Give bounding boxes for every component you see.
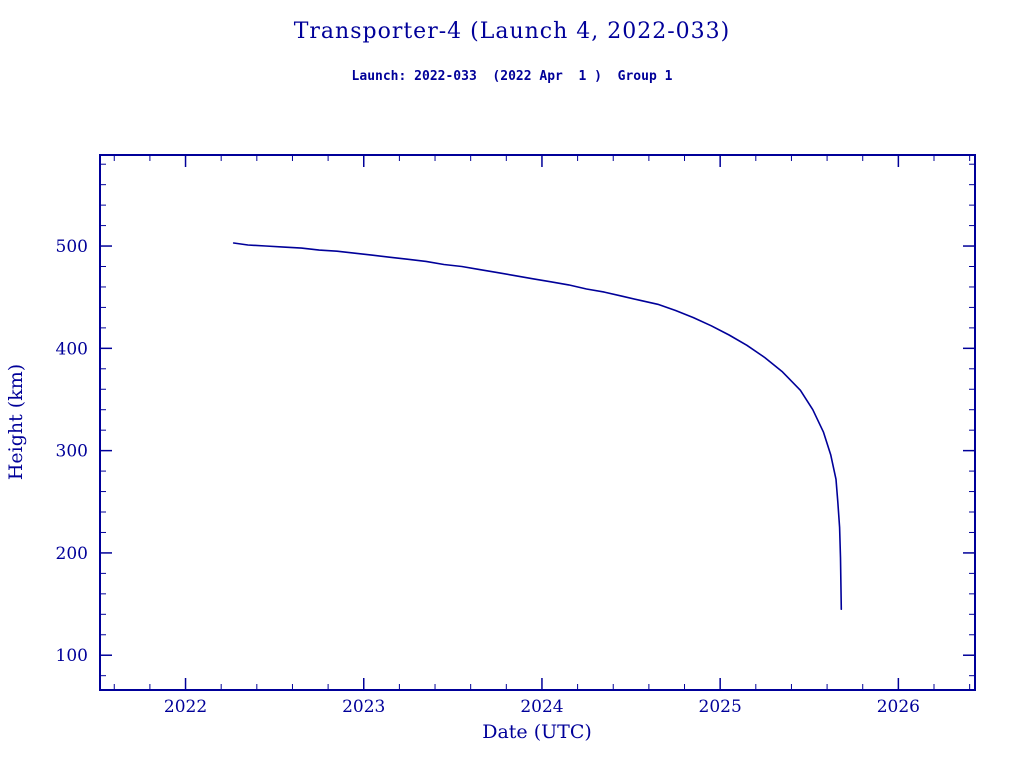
x-tick-label: 2026 xyxy=(877,697,920,717)
chart-title: Transporter-4 (Launch 4, 2022-033) xyxy=(294,19,731,44)
x-tick-label: 2022 xyxy=(164,697,207,717)
x-tick-label: 2024 xyxy=(520,697,563,717)
frame-rect xyxy=(99,154,976,691)
data-line xyxy=(232,242,843,611)
x-tick-label: 2023 xyxy=(342,697,385,717)
y-axis-label: Height (km) xyxy=(5,364,27,480)
y-tick-label: 100 xyxy=(56,646,88,666)
chart-subtitle: Launch: 2022-033 (2022 Apr 1 ) Group 1 xyxy=(352,69,673,84)
y-tick-label: 300 xyxy=(56,442,88,462)
plot-frame xyxy=(99,154,976,691)
axis-tick-labels: 2022 2023 2024 2025 2026 100 200 300 400 500 xyxy=(56,237,920,717)
x-tick-label: 2025 xyxy=(699,697,742,717)
y-tick-label: 500 xyxy=(56,237,88,257)
x-axis-label: Date (UTC) xyxy=(482,721,592,743)
y-tick-label: 400 xyxy=(56,339,88,359)
axis-ticks xyxy=(100,155,975,690)
height-decay-curve xyxy=(232,242,843,611)
y-tick-label: 200 xyxy=(56,544,88,564)
